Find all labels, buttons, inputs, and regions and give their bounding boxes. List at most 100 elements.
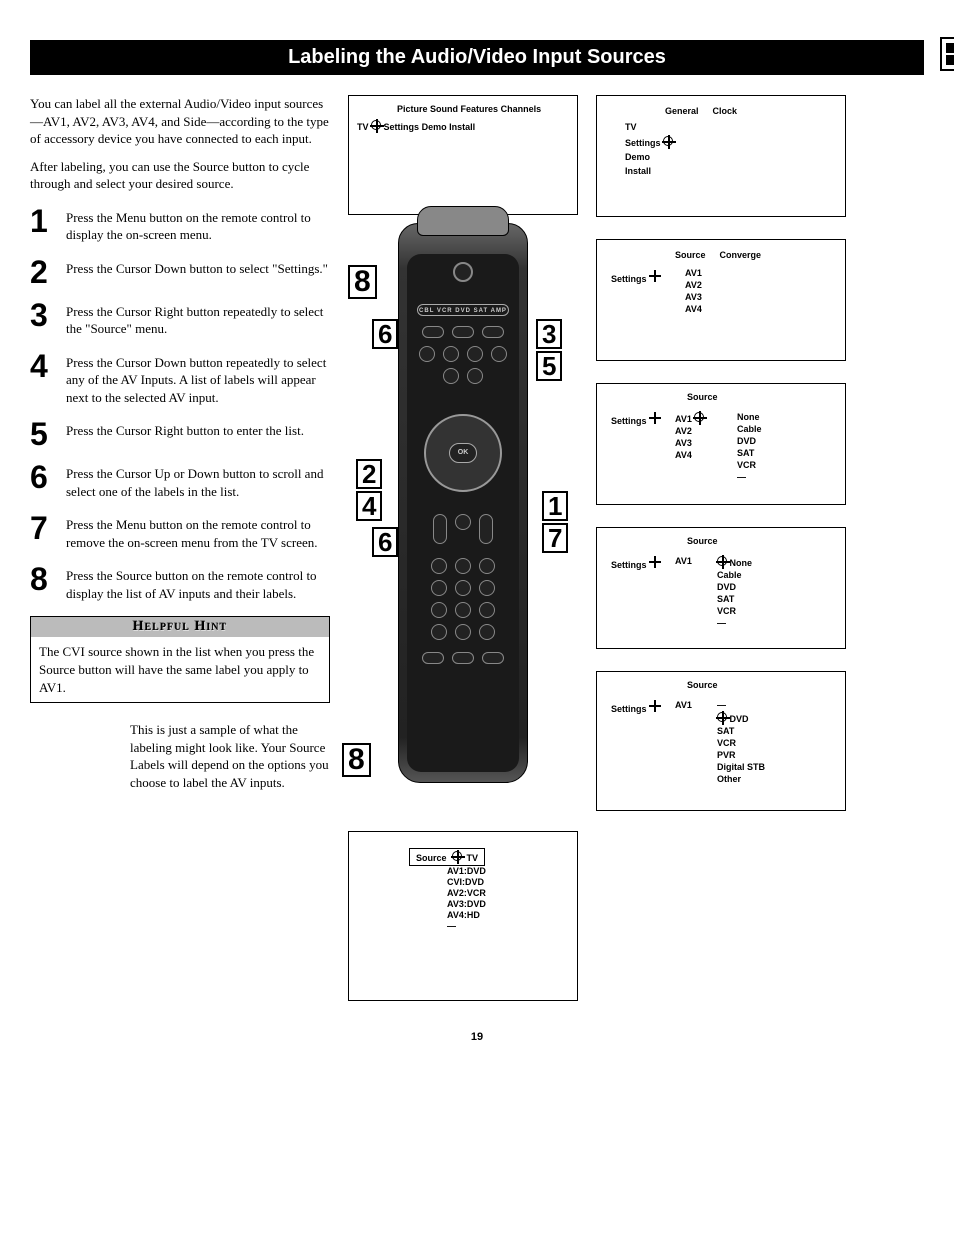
menu-source: Source: [687, 392, 718, 402]
rc-btn: [467, 368, 483, 384]
menu-picture: Picture: [397, 104, 428, 114]
step-text: Press the Menu button on the remote cont…: [66, 207, 330, 244]
label-item: PVR: [717, 750, 765, 760]
label-item: VCR: [717, 606, 752, 616]
cursor-icon: [694, 412, 704, 422]
label-item: Digital STB: [717, 762, 765, 772]
callout-5: 5: [536, 351, 562, 381]
side-demo: Demo: [422, 122, 447, 132]
vol-rocker: [433, 514, 447, 544]
intro-p1: You can label all the external Audio/Vid…: [30, 95, 330, 148]
screen-5: Source Settings AV1 None Cable DVD SAT V…: [596, 527, 846, 649]
nav-pad: [424, 414, 502, 492]
step-num: 7: [30, 514, 56, 551]
step-num: 4: [30, 352, 56, 407]
remote-diagram: 8 6 2 4 6 3 5 1 7 8 CBL VCR DVD SAT AMP: [348, 223, 578, 823]
source-result-box: Source TV AV1:DVD CVI:DVD AV2:VCR AV3:DV…: [348, 831, 578, 1001]
rc-btn: [419, 346, 435, 362]
num-3: [479, 558, 495, 574]
label-item: DVD: [737, 436, 762, 446]
av-item: AV1: [675, 414, 692, 424]
callout-1: 1: [542, 491, 568, 521]
cursor-icon: [649, 412, 661, 424]
src-current: TV: [467, 853, 479, 863]
step-1: 1 Press the Menu button on the remote co…: [30, 207, 330, 244]
page-title: Labeling the Audio/Video Input Sources: [288, 46, 666, 68]
right-column: General Clock TV Settings Demo Install S…: [596, 95, 846, 833]
side-demo: Demo: [625, 152, 837, 162]
side-settings: Settings: [611, 274, 647, 284]
step-text: Press the Cursor Down button to select "…: [66, 258, 328, 287]
menu-source: Source: [687, 680, 718, 690]
side-settings: Settings: [384, 122, 420, 132]
screen-3: Source Converge Settings AV1 AV2 AV3 AV4: [596, 239, 846, 361]
menu-clock: Clock: [713, 106, 738, 116]
av-item: AV1: [685, 268, 702, 278]
menu-sound: Sound: [430, 104, 458, 114]
side-settings: Settings: [611, 416, 647, 426]
mute-btn: [455, 514, 471, 530]
step-7: 7 Press the Menu button on the remote co…: [30, 514, 330, 551]
src-item: AV3:DVD: [447, 899, 486, 909]
num-4: [431, 580, 447, 596]
av-item: AV3: [675, 438, 704, 448]
num-6: [479, 580, 495, 596]
rc-btn: [422, 326, 444, 338]
rc-btn: [452, 326, 474, 338]
hint-box: Helpful Hint The CVI source shown in the…: [30, 616, 330, 703]
main-layout: You can label all the external Audio/Vid…: [30, 95, 924, 1001]
menu-converge: Converge: [720, 250, 762, 260]
step-text: Press the Source button on the remote co…: [66, 565, 330, 602]
cursor-icon: [717, 556, 727, 566]
rc-btn: [491, 346, 507, 362]
num-8: [455, 602, 471, 618]
label-item: None: [737, 412, 762, 422]
label-item: Cable: [737, 424, 762, 434]
label-item: —: [717, 700, 765, 710]
remote-face: CBL VCR DVD SAT AMP: [407, 254, 519, 772]
page-number: 19: [30, 1031, 924, 1043]
src-item: CVI:DVD: [447, 877, 486, 887]
menu-general: General: [665, 106, 699, 116]
step-text: Press the Cursor Right button repeatedly…: [66, 301, 330, 338]
cursor-icon: [649, 700, 661, 712]
side-settings: Settings: [611, 704, 647, 714]
num-2: [455, 558, 471, 574]
source-header: Source TV: [409, 848, 485, 866]
label-item: Other: [717, 774, 765, 784]
menu-features: Features: [461, 104, 499, 114]
step-num: 1: [30, 207, 56, 244]
remote-body: CBL VCR DVD SAT AMP: [398, 223, 528, 783]
screen-6: Source Settings AV1 — DVD SAT VCR PVR Di…: [596, 671, 846, 811]
label-item: VCR: [737, 460, 762, 470]
step-num: 2: [30, 258, 56, 287]
rc-btn: [443, 368, 459, 384]
intro-block: You can label all the external Audio/Vid…: [30, 95, 330, 193]
label-item: —: [737, 472, 762, 482]
rc-btn: [482, 326, 504, 338]
cursor-icon: [649, 270, 661, 282]
callout-6b: 6: [372, 527, 398, 557]
side-tv: TV: [357, 122, 369, 132]
step-num: 8: [30, 565, 56, 602]
cursor-icon: [663, 136, 673, 146]
side-tv: TV: [625, 122, 837, 132]
step-num: 6: [30, 463, 56, 500]
menu-source: Source: [675, 250, 706, 260]
step-2: 2 Press the Cursor Down button to select…: [30, 258, 330, 287]
av-item: AV4: [685, 304, 702, 314]
rc-btn: [482, 652, 504, 664]
cursor-icon: [371, 120, 381, 130]
callout-4: 4: [356, 491, 382, 521]
middle-column: Picture Sound Features Channels TV Setti…: [348, 95, 578, 1001]
steps-list: 1 Press the Menu button on the remote co…: [30, 207, 330, 603]
screen-1: Picture Sound Features Channels TV Setti…: [348, 95, 578, 215]
av-item: AV3: [685, 292, 702, 302]
intro-p2: After labeling, you can use the Source b…: [30, 158, 330, 193]
src-item: AV2:VCR: [447, 888, 486, 898]
hint-body: The CVI source shown in the list when yo…: [31, 637, 329, 702]
step-num: 5: [30, 420, 56, 449]
side-settings: Settings: [625, 138, 661, 148]
callout-7: 7: [542, 523, 568, 553]
rc-btn: [443, 346, 459, 362]
